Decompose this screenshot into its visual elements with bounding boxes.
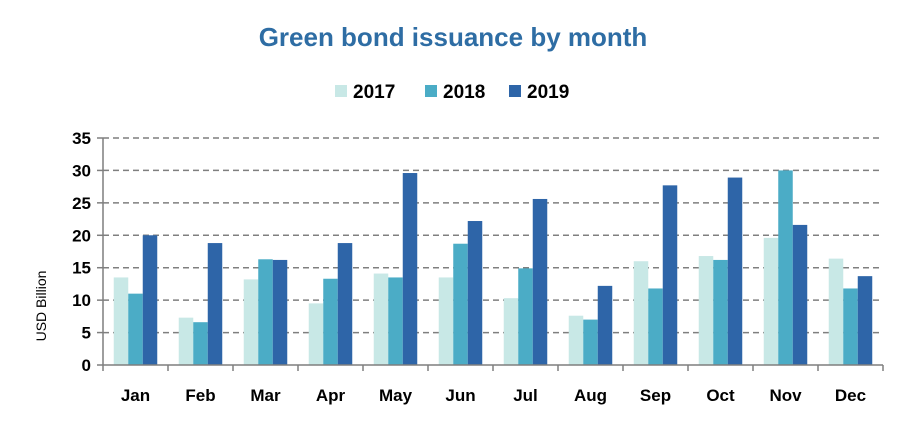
x-axis: Jan Feb Mar Apr May Jun Jul Aug Sep Oct Nov Dec — [102, 364, 884, 405]
x-tick-label: Oct — [706, 386, 735, 405]
x-tick-label: Dec — [835, 386, 866, 405]
bar-2018-oct — [713, 259, 728, 365]
y-tick-label: 25 — [72, 194, 91, 213]
bar-2019-aug — [597, 285, 613, 365]
x-tick-label: Jun — [445, 386, 475, 405]
bar-2017-apr — [308, 303, 324, 365]
bar-2019-jun — [467, 221, 483, 365]
bar-2017-feb — [178, 317, 194, 365]
y-tick-label: 10 — [72, 291, 91, 310]
bar-2017-may — [373, 273, 389, 365]
bar-2017-oct — [698, 256, 714, 365]
bar-2019-jan — [142, 235, 158, 365]
chart-title: Green bond issuance by month — [259, 22, 648, 52]
y-axis-label: USD Billion — [33, 271, 49, 342]
bar-2018-nov — [778, 170, 793, 365]
x-tick-label: Jul — [513, 386, 538, 405]
bar-2017-nov — [763, 237, 779, 365]
y-tick-label: 20 — [72, 226, 91, 245]
bar-2019-sep — [662, 185, 678, 365]
y-tick-label: 35 — [72, 129, 91, 148]
x-tick-label: Aug — [574, 386, 607, 405]
legend-label-2018: 2018 — [443, 82, 485, 103]
bar-2018-mar — [258, 259, 273, 365]
bar-2018-aug — [583, 319, 598, 365]
x-tick-label: Nov — [769, 386, 802, 405]
x-tick-label: May — [379, 386, 413, 405]
y-tick-label: 30 — [72, 161, 91, 180]
bar-2019-oct — [727, 177, 743, 365]
bar-2017-jan — [113, 277, 129, 365]
bar-2019-feb — [207, 243, 223, 365]
bar-2017-jun — [438, 277, 454, 365]
bar-2017-mar — [243, 279, 259, 365]
x-tick-label: Apr — [316, 386, 346, 405]
x-tick-label: Jan — [121, 386, 150, 405]
bar-2018-apr — [323, 278, 338, 365]
bar-2018-sep — [648, 288, 663, 365]
y-tick-label: 5 — [82, 324, 91, 343]
bar-2019-mar — [272, 259, 288, 365]
legend-swatch-2017 — [335, 85, 347, 97]
y-tick-label: 15 — [72, 259, 91, 278]
x-tick-label: Sep — [640, 386, 671, 405]
x-tick-label: Mar — [250, 386, 281, 405]
bar-2019-apr — [337, 243, 353, 365]
bar-2017-aug — [568, 315, 584, 365]
bar-2018-jun — [453, 243, 468, 365]
legend-label-2019: 2019 — [527, 82, 569, 103]
gridlines — [103, 137, 883, 334]
bar-2018-dec — [843, 288, 858, 365]
legend-label-2017: 2017 — [353, 82, 395, 103]
bar-2018-feb — [193, 322, 208, 365]
legend-swatch-2018 — [425, 85, 437, 97]
x-tick-label: Feb — [185, 386, 215, 405]
bar-2019-nov — [792, 224, 808, 365]
bars — [113, 170, 873, 365]
bar-2019-jul — [532, 198, 548, 365]
y-tick-label: 0 — [82, 356, 91, 375]
bar-2017-jul — [503, 298, 519, 365]
bar-2018-may — [388, 277, 403, 365]
bar-2017-sep — [633, 261, 649, 365]
legend: 2017 2018 2019 — [335, 82, 569, 103]
bar-2018-jan — [128, 293, 143, 365]
bar-2017-dec — [828, 258, 844, 365]
legend-swatch-2019 — [509, 85, 521, 97]
bar-2019-may — [402, 173, 418, 365]
bar-2019-dec — [857, 276, 873, 365]
bar-2018-jul — [518, 268, 533, 365]
y-axis: 0 5 10 15 20 25 30 35 — [72, 129, 104, 375]
